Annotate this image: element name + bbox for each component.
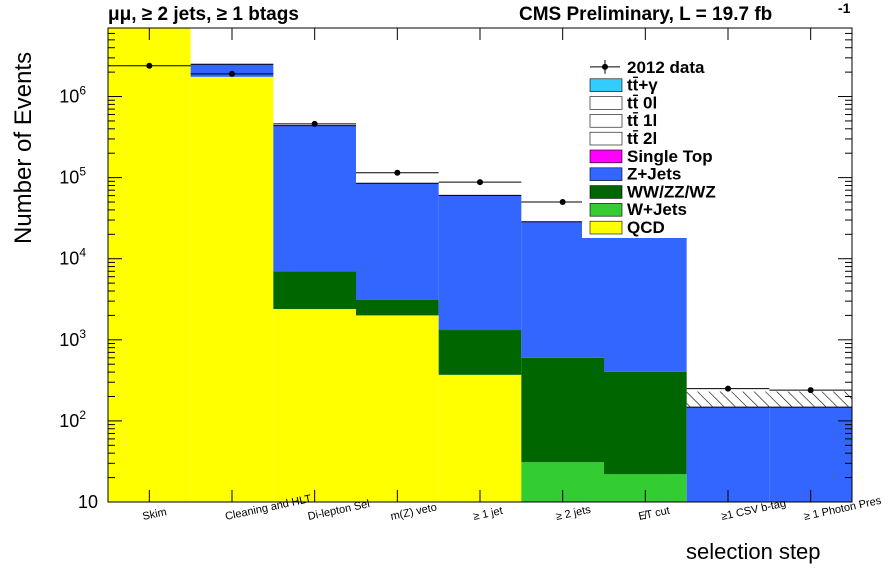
bar-z-jets-3 xyxy=(356,183,439,300)
legend-label-tt-1l: tt̄ 1l xyxy=(627,111,657,130)
x-axis-label: selection step xyxy=(686,539,821,564)
legend-label-tt: tt̄+γ xyxy=(627,76,658,95)
bar-qcd-1 xyxy=(190,76,274,502)
legend-label-tt-2l: tt̄ 2l xyxy=(627,129,657,148)
data-point-2 xyxy=(311,120,318,127)
bar-ww-zz-wz-6 xyxy=(604,371,687,475)
chart-title-right: CMS Preliminary, L = 19.7 fb xyxy=(519,4,773,25)
legend-label-qcd: QCD xyxy=(627,218,665,237)
data-point-4 xyxy=(477,179,483,186)
legend-label-ww-zz-wz: WW/ZZ/WZ xyxy=(627,182,716,201)
uncertainty-band-7 xyxy=(686,391,770,407)
y-tick-label: 102 xyxy=(59,408,86,431)
x-tick-label-0: Skim xyxy=(141,506,167,523)
bar-qcd-0 xyxy=(108,28,191,502)
legend-swatch-w-jets xyxy=(589,203,623,217)
bar-ww-zz-wz-5 xyxy=(521,357,604,463)
legend-swatch-tt xyxy=(589,78,623,92)
y-tick-label: 104 xyxy=(59,246,86,269)
y-tick-label: 103 xyxy=(59,327,86,350)
legend-swatch-tt-1l xyxy=(589,114,623,128)
data-point-1 xyxy=(229,70,235,77)
legend-data-marker xyxy=(602,63,608,70)
bar-z-jets-5 xyxy=(521,221,604,358)
legend-swatch-ww-zz-wz xyxy=(589,185,623,199)
bar-qcd-4 xyxy=(438,374,522,502)
y-tick-label: 105 xyxy=(59,165,86,188)
bar-ww-zz-wz-3 xyxy=(356,299,439,316)
data-point-3 xyxy=(394,169,401,176)
bar-z-jets-6 xyxy=(604,236,687,372)
legend-swatch-single-top xyxy=(589,149,623,164)
legend-label-tt-0l: tt̄ 0l xyxy=(627,93,657,112)
bar-z-jets-7 xyxy=(686,407,770,502)
uncertainty-band-8 xyxy=(769,391,852,407)
bar-ww-zz-wz-4 xyxy=(438,330,522,375)
bar-z-jets-2 xyxy=(273,125,356,272)
legend-swatch-tt-2l xyxy=(589,131,623,146)
y-tick-label: 10 xyxy=(78,492,98,512)
data-point-0 xyxy=(146,62,153,69)
y-tick-label: 106 xyxy=(59,84,86,107)
x-tick-label-6: E̸T cut xyxy=(637,505,670,523)
bar-qcd-3 xyxy=(356,315,439,502)
legend-swatch-z-jets xyxy=(589,167,623,181)
chart-title-left: μμ, ≥ 2 jets, ≥ 1 btags xyxy=(108,4,299,25)
x-tick-label-5: ≥ 2 jets xyxy=(555,504,593,523)
bar-z-jets-8 xyxy=(769,407,852,502)
legend-swatch-qcd xyxy=(589,220,623,235)
data-point-5 xyxy=(559,199,566,206)
chart-title-superscript: -1 xyxy=(838,0,851,16)
legend-label-2012-data: 2012 data xyxy=(627,58,705,77)
bar-ww-zz-wz-2 xyxy=(273,271,356,309)
legend-label-w-jets: W+Jets xyxy=(627,200,687,219)
legend-label-single-top: Single Top xyxy=(627,147,713,166)
bar-qcd-2 xyxy=(273,308,356,502)
legend-swatch-tt-0l xyxy=(589,96,623,110)
x-tick-label-3: m(Z) veto xyxy=(389,501,438,523)
legend-label-z-jets: Z+Jets xyxy=(627,165,681,184)
data-point-7 xyxy=(725,385,731,392)
bar-z-jets-4 xyxy=(438,195,522,331)
x-tick-label-4: ≥ 1 jet xyxy=(472,505,504,523)
data-point-8 xyxy=(807,387,814,394)
